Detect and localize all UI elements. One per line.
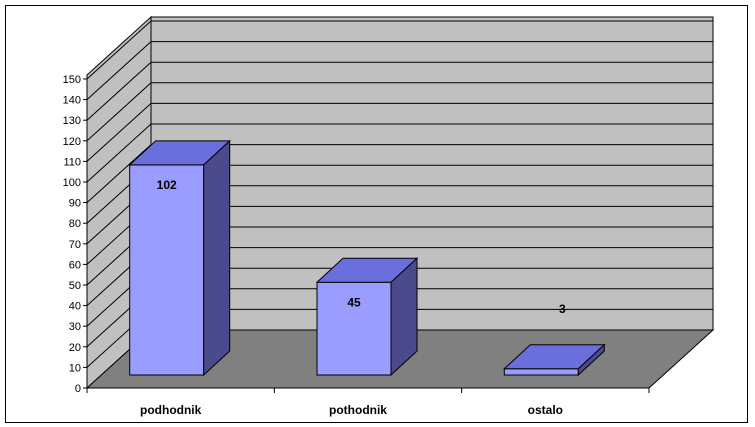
y-tick-label: 110 xyxy=(63,156,81,168)
side-gridline xyxy=(86,20,152,80)
category-label: ostalo xyxy=(528,403,563,417)
y-tick-label: 140 xyxy=(63,95,81,107)
bar-front xyxy=(503,368,579,376)
side-gridline xyxy=(86,123,152,183)
y-tick-label: 30 xyxy=(69,321,81,333)
y-tick-label: 80 xyxy=(69,218,81,230)
side-gridline xyxy=(86,41,152,100)
back-wall xyxy=(150,16,714,331)
y-tick-label: 0 xyxy=(75,383,81,395)
y-tick-label: 130 xyxy=(63,115,81,127)
category-label: podhodnik xyxy=(140,403,202,417)
side-gridline xyxy=(86,103,152,162)
category-label: pothodnik xyxy=(329,403,387,417)
y-tick-label: 100 xyxy=(63,177,81,189)
y-tick-label: 150 xyxy=(63,74,81,86)
side-gridline xyxy=(86,82,152,142)
y-tick-label: 40 xyxy=(69,301,81,313)
bar-front xyxy=(129,164,205,376)
bar-chart-3d: 0 10 20 30 40 50 60 70 80 90 100 110 120 130 140 150 102… xyxy=(63,15,715,417)
y-tick-label: 90 xyxy=(69,198,81,210)
y-tick-label: 120 xyxy=(63,136,81,148)
y-tick-label: 50 xyxy=(69,280,81,292)
data-label: 102 xyxy=(157,178,177,192)
y-tick-label: 10 xyxy=(69,362,81,374)
side-gridline xyxy=(86,61,152,121)
y-tick-label: 20 xyxy=(69,342,81,354)
bar-side xyxy=(203,139,231,377)
bar-side xyxy=(577,343,605,377)
data-label: 3 xyxy=(559,302,566,316)
y-tick-label: 70 xyxy=(69,239,81,251)
y-tick-label: 60 xyxy=(69,259,81,271)
data-label: 45 xyxy=(347,295,361,309)
chart-frame: 0 10 20 30 40 50 60 70 80 90 100 110 120 130 140 150 102… xyxy=(5,5,748,423)
side-gridline xyxy=(86,144,152,203)
bar-side xyxy=(390,257,418,377)
